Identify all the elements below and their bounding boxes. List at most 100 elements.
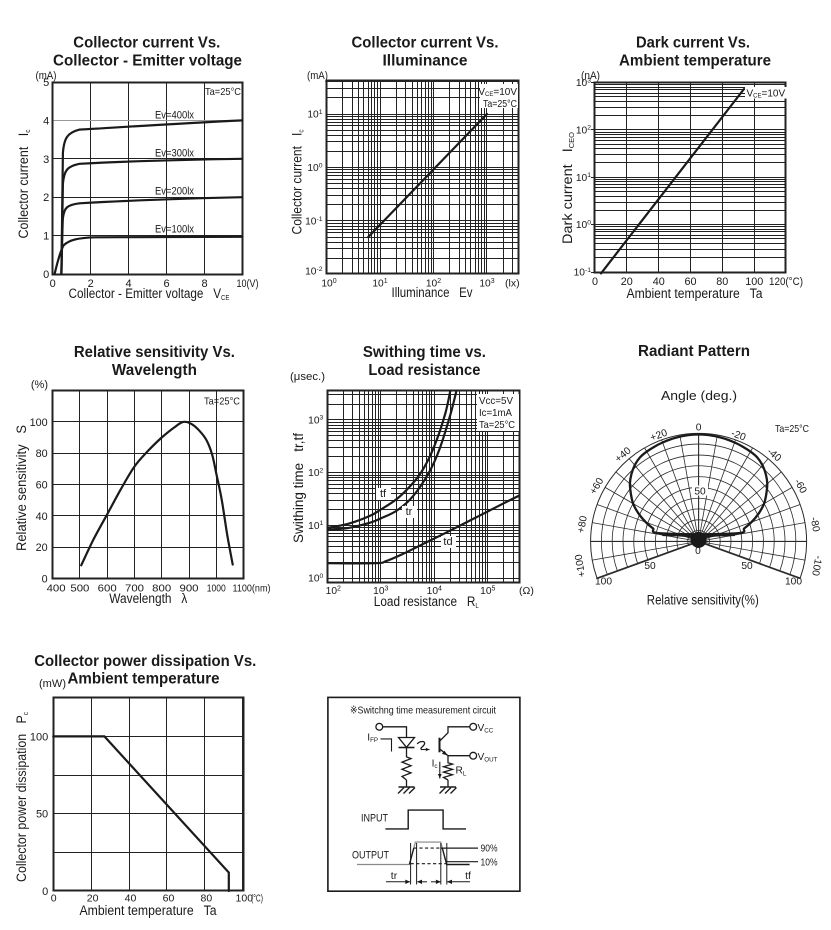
svg-text:Ta=25°C: Ta=25°C bbox=[775, 424, 809, 435]
svg-text:Collector - Emitter voltage: Collector - Emitter voltage bbox=[53, 53, 242, 70]
svg-text:Ev=100lx: Ev=100lx bbox=[155, 224, 194, 236]
svg-text:0: 0 bbox=[696, 422, 702, 433]
svg-text:INPUT: INPUT bbox=[361, 813, 388, 825]
svg-text:50: 50 bbox=[741, 561, 753, 572]
svg-text:+100: +100 bbox=[573, 553, 588, 578]
svg-text:Ic=1mA: Ic=1mA bbox=[479, 408, 512, 419]
svg-text:80: 80 bbox=[36, 448, 48, 460]
svg-text:103: 103 bbox=[576, 77, 591, 89]
svg-text:-80: -80 bbox=[808, 516, 821, 533]
svg-text:10-2: 10-2 bbox=[305, 266, 323, 278]
svg-text:40: 40 bbox=[36, 511, 48, 523]
svg-text:Swithing time vs.: Swithing time vs. bbox=[363, 344, 486, 361]
svg-text:100: 100 bbox=[30, 731, 48, 743]
svg-text:800: 800 bbox=[152, 583, 171, 595]
svg-text:102: 102 bbox=[308, 467, 323, 479]
svg-text:1000: 1000 bbox=[207, 583, 226, 595]
svg-text:Ev=200lx: Ev=200lx bbox=[155, 186, 194, 198]
svg-text:0: 0 bbox=[695, 546, 701, 557]
svg-text:3: 3 bbox=[43, 154, 49, 166]
svg-text:(mA): (mA) bbox=[307, 70, 328, 82]
svg-text:Illuminance: Illuminance bbox=[383, 53, 468, 70]
svg-text:10(V): 10(V) bbox=[237, 278, 259, 290]
svg-text:103: 103 bbox=[308, 415, 323, 427]
svg-text:Relative sensitivity(%): Relative sensitivity(%) bbox=[647, 593, 759, 608]
svg-text:100: 100 bbox=[576, 219, 591, 231]
svg-text:Collector current Ic: Collector current Ic bbox=[16, 129, 32, 238]
svg-text:Collector current Ic: Collector current Ic bbox=[290, 129, 306, 234]
svg-text:Wavelength λ: Wavelength λ bbox=[109, 591, 187, 606]
svg-text:0: 0 bbox=[42, 574, 48, 586]
svg-text:(nA): (nA) bbox=[581, 70, 600, 82]
svg-text:2: 2 bbox=[88, 278, 94, 290]
svg-text:-100: -100 bbox=[809, 555, 823, 577]
svg-text:Angle (deg.): Angle (deg.) bbox=[661, 388, 737, 403]
svg-text:0: 0 bbox=[51, 893, 57, 905]
svg-text:tr: tr bbox=[406, 506, 413, 518]
svg-text:(%): (%) bbox=[31, 379, 48, 391]
svg-text:50: 50 bbox=[644, 561, 656, 572]
svg-text:104: 104 bbox=[427, 585, 442, 597]
svg-text:Ic: Ic bbox=[432, 758, 438, 770]
svg-text:Dark current Vs.: Dark current Vs. bbox=[636, 35, 750, 52]
svg-text:Relative sensitivity S: Relative sensitivity S bbox=[14, 425, 29, 551]
svg-text:8: 8 bbox=[201, 278, 207, 290]
svg-text:40: 40 bbox=[653, 276, 665, 288]
svg-text:Dark current ICEO: Dark current ICEO bbox=[560, 131, 576, 244]
svg-text:Collector - Emitter voltage: Collector - Emitter voltage VCE bbox=[68, 286, 229, 302]
svg-text:101: 101 bbox=[308, 520, 323, 532]
svg-text:Ambient temperature: Ambient temperature bbox=[68, 671, 220, 688]
svg-text:500: 500 bbox=[70, 583, 89, 595]
svg-text:VCC: VCC bbox=[478, 723, 494, 735]
svg-text:10-1: 10-1 bbox=[305, 216, 323, 228]
svg-text:Illuminance Ev: Illuminance Ev bbox=[392, 285, 473, 300]
svg-text:0: 0 bbox=[42, 886, 48, 898]
svg-text:60: 60 bbox=[36, 480, 48, 492]
svg-text:RL: RL bbox=[456, 766, 467, 778]
svg-text:4: 4 bbox=[43, 115, 49, 127]
svg-text:Ambient temperature Ta: Ambient temperature Ta bbox=[80, 903, 217, 918]
svg-text:Ev=300lx: Ev=300lx bbox=[155, 148, 194, 160]
svg-text:6: 6 bbox=[164, 278, 170, 290]
svg-text:※Switchng time measurement cir: ※Switchng time measurement circuit bbox=[350, 705, 496, 717]
svg-text:100: 100 bbox=[308, 573, 323, 585]
svg-text:Load resistance RL: Load resistance RL bbox=[374, 594, 479, 610]
svg-text:VOUT: VOUT bbox=[478, 752, 498, 764]
svg-text:400: 400 bbox=[47, 583, 66, 595]
svg-text:60: 60 bbox=[684, 276, 696, 288]
svg-text:2: 2 bbox=[43, 192, 49, 204]
svg-text:Ambient temperature: Ambient temperature bbox=[619, 53, 771, 70]
svg-text:10%: 10% bbox=[481, 857, 498, 869]
svg-text:VCE=10V: VCE=10V bbox=[747, 88, 786, 99]
svg-text:600: 600 bbox=[98, 583, 117, 595]
svg-text:Ambient temperature Ta: Ambient temperature Ta bbox=[627, 286, 763, 301]
svg-text:50: 50 bbox=[694, 487, 706, 498]
svg-text:80: 80 bbox=[201, 893, 213, 905]
svg-text:Ev=400lx: Ev=400lx bbox=[155, 110, 194, 122]
svg-text:100: 100 bbox=[30, 417, 48, 429]
svg-text:100: 100 bbox=[307, 162, 322, 174]
svg-text:0: 0 bbox=[50, 278, 56, 290]
svg-text:OUTPUT: OUTPUT bbox=[352, 850, 389, 862]
svg-text:100: 100 bbox=[785, 577, 802, 588]
svg-text:+80: +80 bbox=[576, 515, 590, 534]
svg-text:tr: tr bbox=[391, 870, 398, 882]
svg-text:Collector power dissipation Vs: Collector power dissipation Vs. bbox=[34, 653, 256, 670]
svg-text:Vcc=5V: Vcc=5V bbox=[479, 396, 513, 407]
svg-text:(mA): (mA) bbox=[36, 70, 57, 82]
svg-text:50: 50 bbox=[36, 809, 48, 821]
svg-text:40: 40 bbox=[125, 893, 137, 905]
svg-text:101: 101 bbox=[307, 109, 322, 121]
svg-text:Collector current Vs.: Collector current Vs. bbox=[73, 35, 220, 52]
svg-text:100: 100 bbox=[321, 278, 336, 290]
svg-text:20: 20 bbox=[87, 893, 99, 905]
svg-text:Ta=25°C: Ta=25°C bbox=[479, 420, 515, 431]
svg-text:10-1: 10-1 bbox=[574, 267, 592, 279]
svg-text:Collector current Vs.: Collector current Vs. bbox=[352, 35, 499, 52]
svg-text:-20: -20 bbox=[729, 428, 747, 443]
svg-text:900: 900 bbox=[180, 583, 199, 595]
svg-text:100: 100 bbox=[595, 577, 612, 588]
svg-text:1100(nm): 1100(nm) bbox=[233, 583, 271, 595]
svg-text:1: 1 bbox=[43, 231, 49, 243]
svg-text:VCE=10V: VCE=10V bbox=[478, 87, 517, 98]
